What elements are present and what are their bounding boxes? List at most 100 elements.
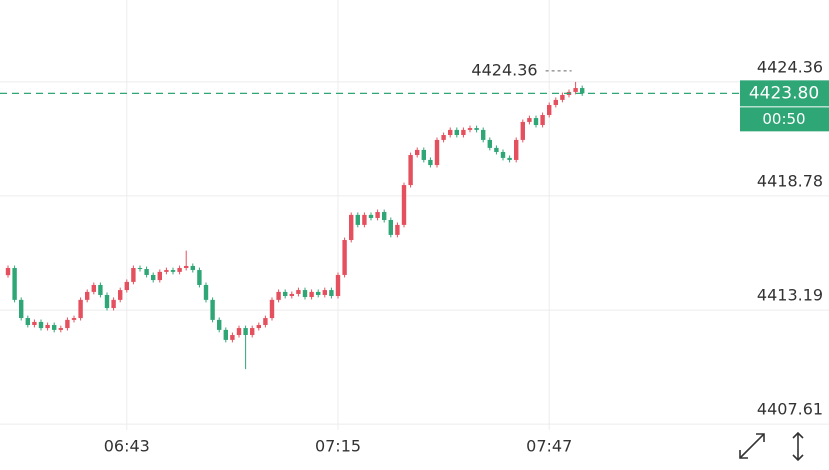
candle-body (137, 268, 143, 270)
candle-body (38, 321, 44, 329)
candle-body (256, 324, 261, 329)
candle-body (45, 324, 50, 329)
candle-body (111, 299, 116, 309)
candle-body (580, 88, 585, 94)
candle-body (5, 268, 11, 276)
y-tick-label: 4418.78 (757, 171, 823, 190)
candle-body (329, 290, 334, 296)
candle-body (223, 329, 228, 340)
candle-body (368, 214, 374, 218)
candle-body (71, 318, 77, 320)
expand-icon[interactable] (739, 433, 765, 459)
last-price-box (740, 80, 829, 107)
candle-body (269, 299, 275, 319)
candle-body (527, 118, 532, 122)
candle-body (388, 220, 393, 235)
candle-body (85, 291, 90, 300)
scale-icon[interactable] (792, 431, 804, 462)
countdown-label: 00:50 (762, 110, 805, 128)
candle-body (454, 129, 459, 136)
candle-body (25, 318, 30, 325)
candle-body (104, 294, 110, 309)
candle-body (203, 284, 209, 300)
candle-body (514, 139, 519, 160)
candle-body (12, 268, 17, 300)
candle-body (32, 321, 37, 325)
x-tick-label: 06:43 (104, 437, 150, 456)
candle-body (474, 128, 479, 130)
candle-body (210, 299, 215, 320)
candle-body (91, 284, 96, 292)
candle-body (448, 129, 453, 136)
candle-body (151, 274, 156, 281)
candle-body (58, 328, 63, 330)
candle-body (164, 270, 169, 272)
candle-body (533, 118, 539, 126)
countdown-box (740, 107, 829, 132)
candle-body (236, 328, 242, 336)
candle-body (177, 268, 182, 272)
candle-body (434, 139, 440, 166)
candle-body (243, 328, 248, 336)
candle-body (322, 290, 327, 295)
candle-body (560, 94, 565, 100)
candle-body (349, 214, 354, 241)
candle-body (230, 335, 235, 340)
candle-body (316, 291, 321, 295)
candle-body (421, 149, 426, 160)
candle-body (441, 135, 446, 140)
x-tick-label: 07:15 (315, 437, 361, 456)
y-tick-label: 4424.36 (757, 57, 823, 76)
y-tick-label: 4407.61 (757, 400, 823, 419)
candle-body (342, 240, 347, 275)
candle-body (283, 291, 288, 296)
candle-body (52, 324, 57, 330)
candle-body (401, 185, 407, 225)
candle-body (170, 270, 176, 272)
candle-body (78, 299, 83, 319)
candle-body (190, 265, 195, 271)
candle-body (375, 212, 380, 218)
candle-body (250, 328, 255, 336)
high-marker-label: 4424.36 (471, 60, 537, 79)
candle-body (481, 129, 486, 140)
candle-body (500, 151, 506, 158)
candle-body (428, 159, 433, 166)
candle-body (19, 299, 24, 319)
candle-body (276, 291, 281, 300)
candle-body (197, 270, 202, 285)
candle-body (302, 290, 308, 298)
candle-body (124, 281, 129, 291)
candle-body (131, 268, 136, 282)
candle-body (540, 115, 545, 126)
candle-body (309, 291, 314, 298)
candle-body (467, 128, 473, 130)
candle-body (144, 269, 149, 275)
candle-body (184, 265, 189, 269)
candle-body (553, 99, 558, 105)
candle-body (355, 214, 360, 225)
candle-body (289, 293, 294, 296)
candle-body (520, 121, 525, 140)
last-price-label: 4423.80 (749, 83, 819, 103)
candle-body (296, 290, 301, 294)
x-tick-label: 07:47 (526, 437, 572, 456)
candle-body (487, 139, 492, 148)
candle-body (362, 214, 367, 225)
candle-body (507, 157, 512, 160)
candle-body (382, 212, 387, 220)
candle-body (157, 271, 162, 281)
candle-body (494, 147, 499, 152)
candle-body (65, 319, 70, 329)
y-tick-label: 4413.19 (757, 286, 823, 305)
candle-body (415, 149, 420, 156)
candle-body (573, 88, 578, 92)
candle-body (408, 155, 413, 186)
candle-body (118, 290, 123, 300)
candle-body (461, 129, 466, 136)
candle-body (335, 274, 341, 296)
candle-body (395, 224, 400, 235)
candle-body (98, 284, 103, 295)
candle-body (217, 319, 222, 330)
